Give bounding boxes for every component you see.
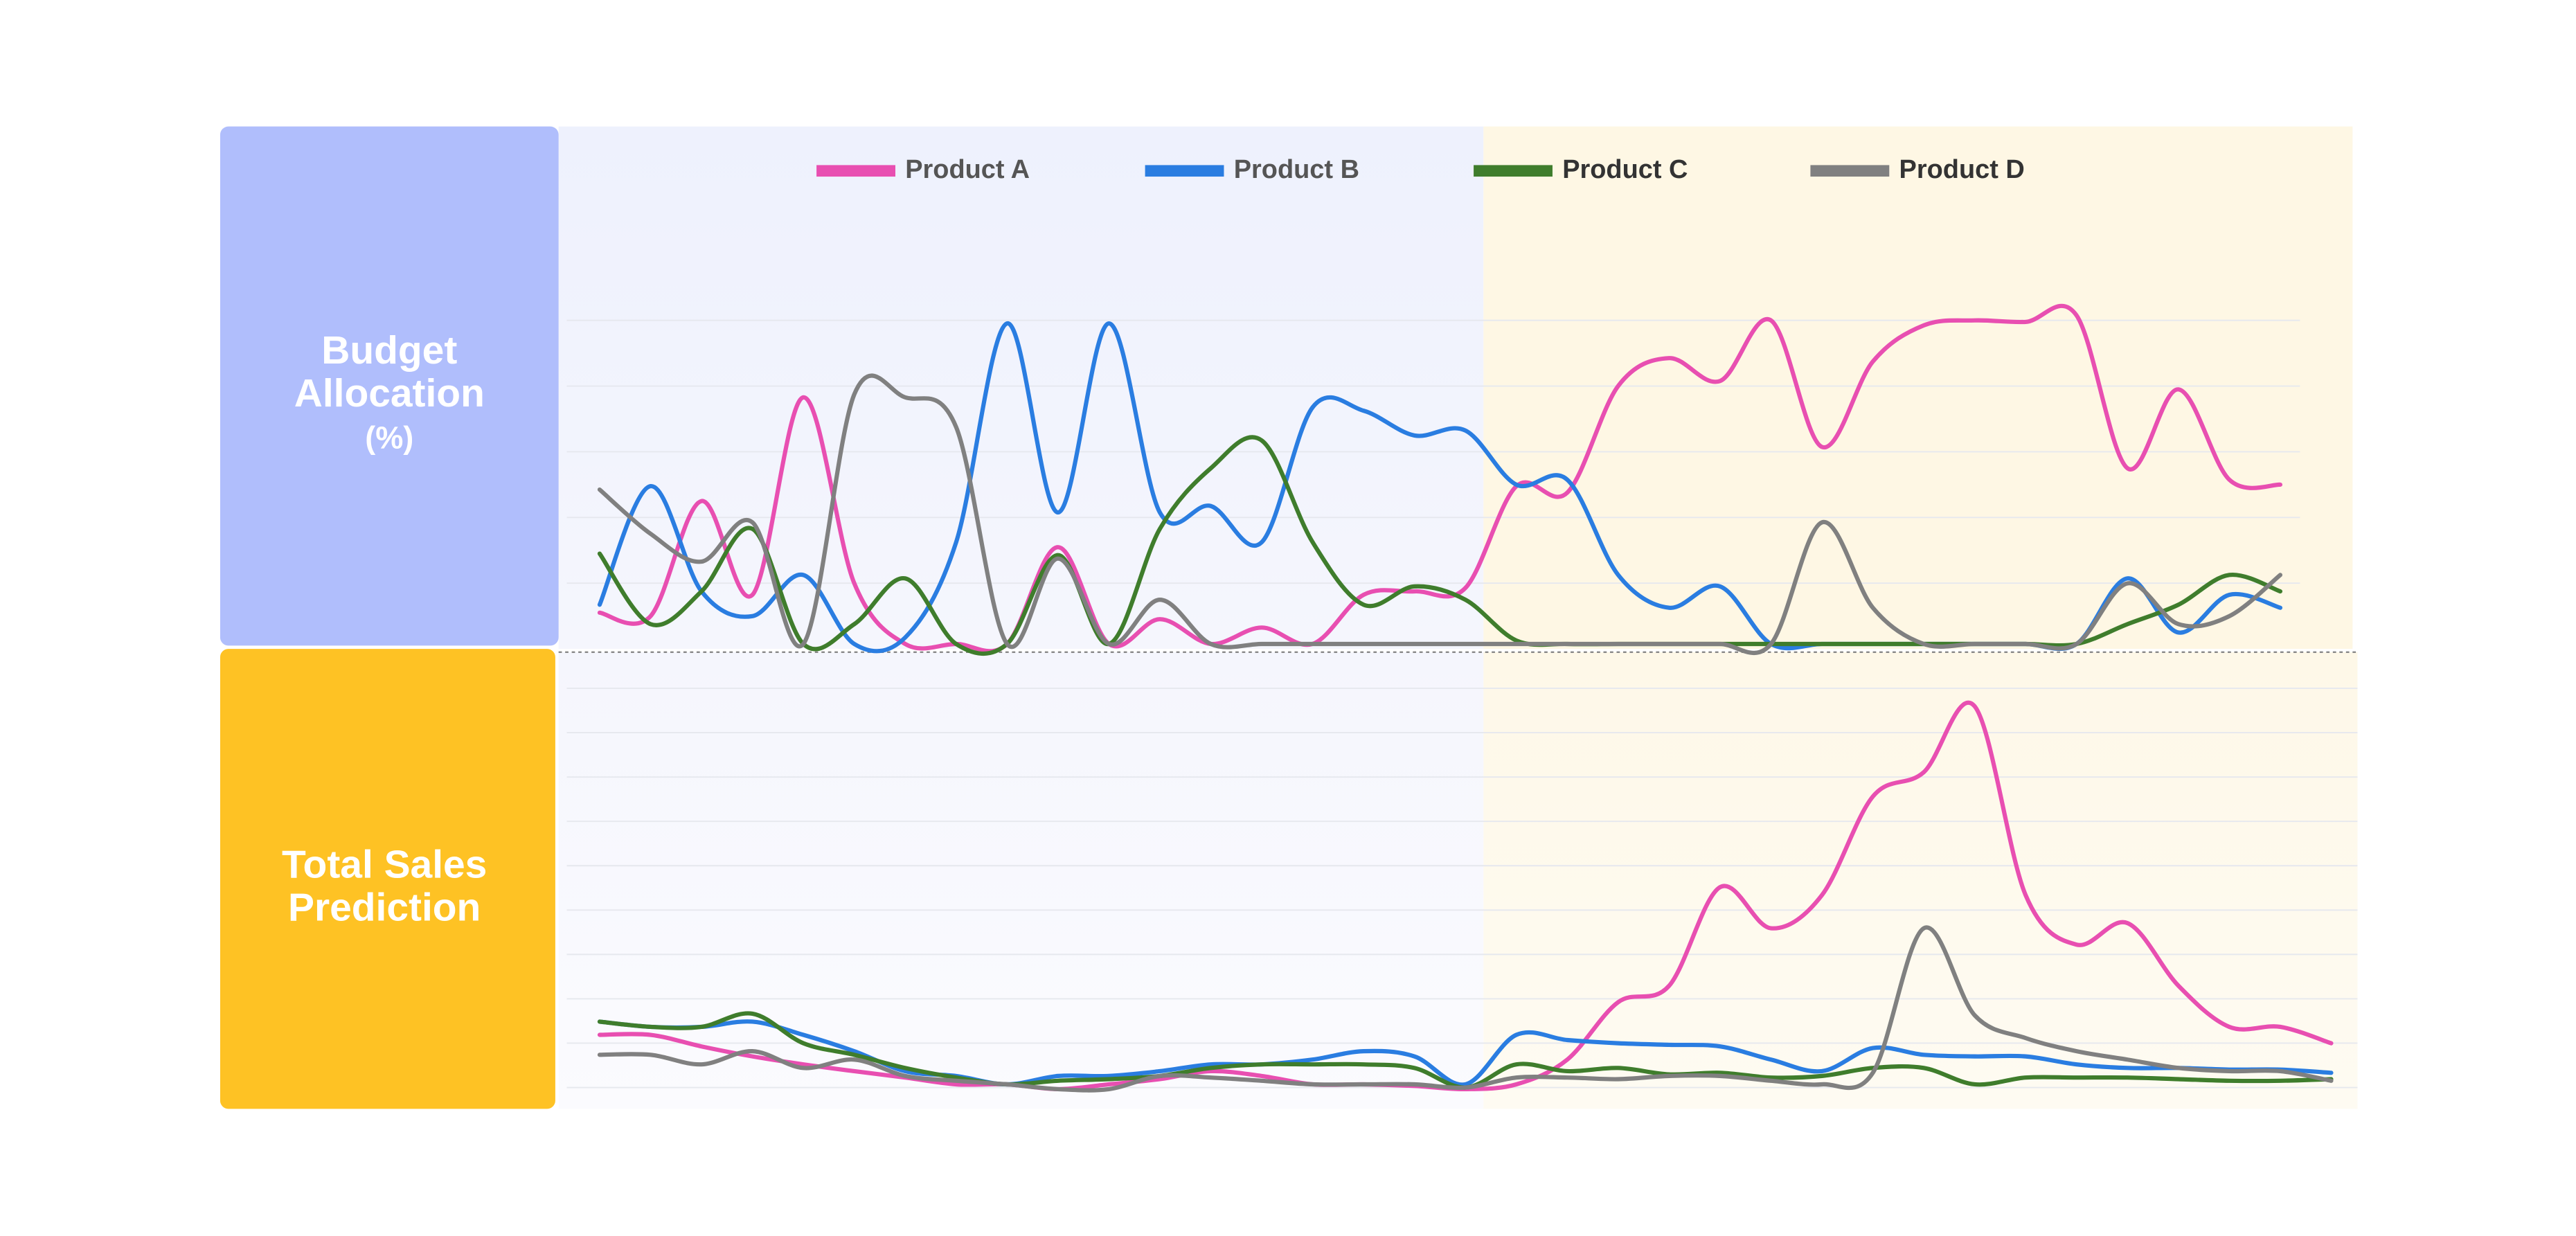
plot-bg (558, 126, 1484, 650)
legend-label: Product D (1899, 155, 2025, 184)
series-line (597, 925, 2334, 1093)
plot-bg (1483, 652, 2358, 1109)
series-line (597, 373, 2283, 655)
legend-swatch (1810, 165, 1890, 177)
plot-bg (558, 652, 1484, 1109)
panel-title: (%) (365, 420, 413, 456)
side-panel (220, 126, 559, 646)
legend-swatch (816, 165, 895, 177)
panel-title: Budget (321, 328, 457, 373)
legend-swatch (1474, 165, 1553, 177)
panel-title: Prediction (288, 885, 481, 929)
panel-title: Allocation (294, 371, 485, 415)
series-line (597, 303, 2283, 654)
side-panel (220, 649, 555, 1109)
legend-label: Product B (1234, 155, 1359, 184)
legend-swatch (1145, 165, 1224, 177)
series-line (597, 1019, 2334, 1087)
plot-bg (1483, 126, 2353, 650)
panel-title: Total Sales (282, 843, 487, 887)
legend-label: Product A (905, 155, 1030, 184)
legend-label: Product C (1562, 155, 1688, 184)
